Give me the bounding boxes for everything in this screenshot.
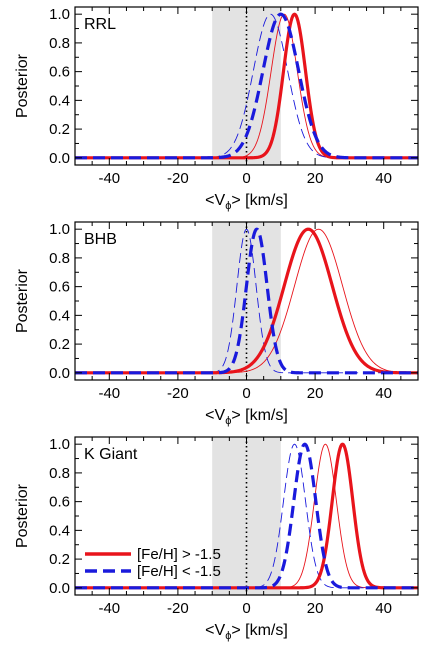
x-tick-label: 20	[307, 385, 324, 402]
panel-label: K Giant	[84, 446, 138, 463]
x-tick-label: 0	[242, 385, 250, 402]
y-tick-label: 0.2	[49, 551, 70, 568]
y-axis-label: Posterior	[14, 268, 31, 333]
x-tick-label: 20	[307, 170, 324, 187]
y-tick-label: 0.6	[49, 64, 70, 81]
y-axis-label: Posterior	[14, 483, 31, 548]
y-tick-label: 0.4	[49, 307, 70, 324]
y-tick-label: 1.0	[49, 221, 70, 238]
series-curve-2	[74, 12, 419, 160]
x-tick-label: 20	[307, 600, 324, 617]
y-tick-label: 0.2	[49, 336, 70, 353]
x-tick-label: -20	[167, 170, 189, 187]
y-tick-label: 0.6	[49, 279, 70, 296]
x-axis-label: <Vϕ> [km/s]	[205, 407, 288, 427]
panel-rrl: -40 -20 0 20 40 0.0 0.2 0.4 0.6 0.8 1.0 Posterior <V…	[14, 6, 419, 212]
legend-label: [Fe/H] < -1.5	[137, 563, 221, 580]
y-tick-label: 0.8	[49, 35, 70, 52]
panel-bhb: -40 -20 0 20 40 0.0 0.2 0.4 0.6 0.8 1.0 Posterior <V…	[14, 221, 419, 427]
y-tick-label: 0.4	[49, 522, 70, 539]
y-tick-label: 0.6	[49, 494, 70, 511]
x-tick-label: 0	[242, 170, 250, 187]
x-tick-label: -40	[98, 600, 120, 617]
panel-label: BHB	[84, 231, 117, 248]
x-tick-label: 40	[375, 385, 392, 402]
y-tick-label: 1.0	[49, 436, 70, 453]
x-tick-label: -20	[167, 600, 189, 617]
x-tick-label: -40	[98, 170, 120, 187]
x-tick-label: 0	[242, 600, 250, 617]
series-curve-2	[74, 442, 419, 590]
series-curve-3	[75, 228, 418, 374]
x-tick-label: -40	[98, 385, 120, 402]
y-tick-label: 0.0	[49, 150, 70, 167]
panel-label: RRL	[84, 16, 116, 33]
legend: [Fe/H] > -1.5[Fe/H] < -1.5	[85, 546, 221, 580]
y-tick-label: 0.2	[49, 121, 70, 138]
y-axis-label: Posterior	[14, 53, 31, 118]
legend-label: [Fe/H] > -1.5	[137, 546, 221, 563]
y-tick-label: 1.0	[49, 6, 70, 23]
y-tick-label: 0.8	[49, 465, 70, 482]
x-tick-label: 40	[375, 170, 392, 187]
x-tick-label: 40	[375, 600, 392, 617]
x-tick-label: -20	[167, 385, 189, 402]
y-tick-label: 0.8	[49, 250, 70, 267]
y-tick-label: 0.0	[49, 365, 70, 382]
x-axis-label: <Vϕ> [km/s]	[205, 192, 288, 212]
series-curve-2	[74, 227, 419, 375]
panel-k-giant: -40 -20 0 20 40 0.0 0.2 0.4 0.6 0.8 1.0 Posterior <V…	[14, 436, 419, 642]
x-axis-label: <Vϕ> [km/s]	[205, 622, 288, 642]
y-tick-label: 0.4	[49, 92, 70, 109]
y-tick-label: 0.0	[49, 580, 70, 597]
